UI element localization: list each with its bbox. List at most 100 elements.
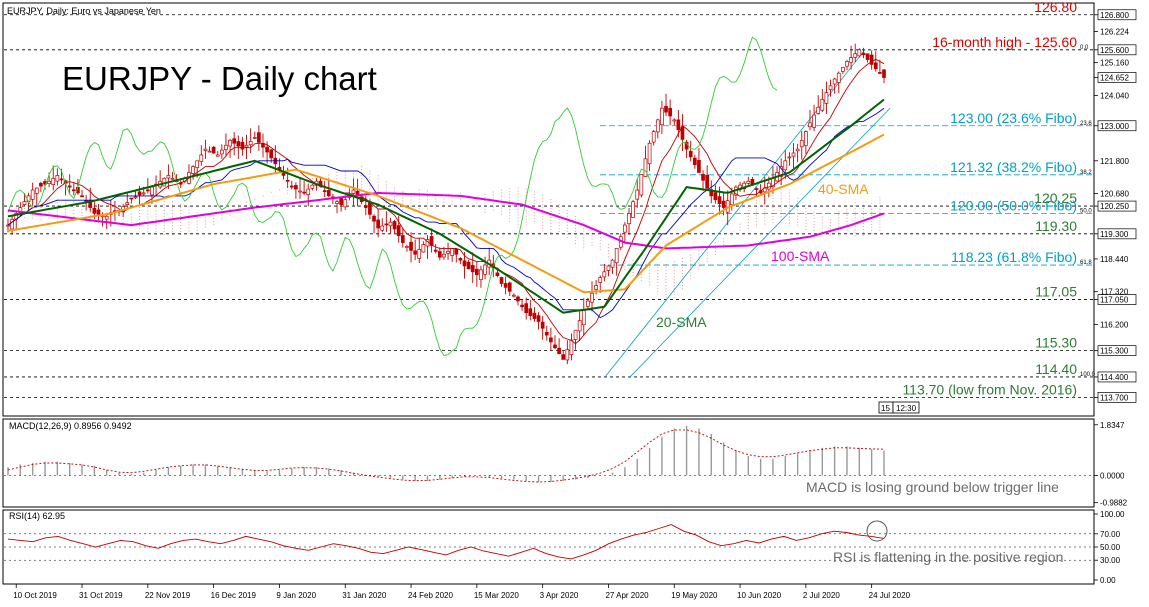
price-tag-box — [1097, 294, 1137, 305]
date-tick-label: 27 Apr 2020 — [605, 591, 649, 600]
candle-body — [433, 249, 438, 252]
candle-body — [729, 193, 734, 206]
candle-body — [55, 175, 60, 182]
candle-body — [499, 277, 504, 284]
price-tick-label: 117.050 — [1100, 296, 1129, 305]
candle-body — [302, 191, 306, 194]
date-tick-label: 10 Oct 2019 — [13, 591, 57, 600]
candle-body — [104, 215, 109, 220]
rsi-tick-label: 30.00 — [1100, 556, 1121, 565]
candle-body — [380, 225, 385, 231]
candle-body — [849, 57, 853, 63]
candle-body — [754, 188, 759, 190]
candle-body — [437, 251, 442, 258]
candle-body — [680, 126, 685, 140]
candle-body — [376, 219, 380, 229]
date-axis: 10 Oct 2019 31 Oct 2019 22 Nov 2019 16 Dec … — [13, 584, 911, 600]
price-tick-label: 116.200 — [1100, 320, 1129, 329]
price-tick-label: 119.300 — [1100, 230, 1129, 239]
candle-body — [322, 190, 327, 192]
candle-body — [269, 149, 274, 159]
fibo-tag: 23.6 — [1080, 121, 1092, 127]
macd-note: MACD is losing ground below trigger line — [806, 479, 1059, 495]
level-label: 113.70 (low from Nov. 2016) — [902, 381, 1077, 397]
candle-body — [479, 269, 483, 280]
candle-body — [528, 308, 533, 316]
candle-body — [783, 160, 788, 171]
candle-body — [614, 248, 619, 264]
level-label: 126.80 — [1034, 0, 1077, 15]
price-tick-label: 121.800 — [1100, 157, 1129, 166]
candle-body — [405, 246, 409, 248]
sma20-line — [7, 98, 885, 314]
candle-body — [635, 189, 640, 200]
rsi-line — [7, 524, 885, 560]
rsi-tick-label: 50.00 — [1100, 543, 1121, 552]
candle-body — [388, 221, 393, 227]
candle-body — [651, 131, 656, 143]
candle-body — [236, 141, 241, 147]
rsi-tick-label: 100.00 — [1100, 510, 1125, 519]
candle-body — [298, 190, 302, 193]
candle-body — [207, 150, 212, 153]
candle-body — [470, 265, 475, 273]
candle-body — [145, 189, 150, 192]
macd-header: MACD(12,26,9) 0.8956 0.9492 — [9, 421, 132, 431]
fibo-tag: 0.0 — [1080, 45, 1089, 51]
level-label: 117.05 — [1035, 284, 1077, 300]
date-tick-label: 31 Jan 2020 — [342, 591, 387, 600]
level-label: 120.00 (50.0% Fibo) — [950, 197, 1077, 213]
candle-body — [861, 52, 866, 56]
candle-body — [610, 259, 615, 268]
date-tick-label: 10 Jun 2020 — [737, 591, 782, 600]
price-tag-box — [1097, 392, 1137, 403]
candle-body — [232, 138, 237, 144]
candle-body — [791, 152, 796, 157]
candle-body — [30, 189, 35, 200]
rsi-tick-label: 70.00 — [1100, 530, 1121, 539]
candle-body — [857, 49, 862, 57]
level-label: 16-month high - 125.60 — [932, 34, 1077, 50]
sma20-label: 20-SMA — [656, 314, 707, 330]
candle-body — [721, 200, 726, 208]
level-label: 118.23 (61.8% Fibo) — [951, 249, 1077, 265]
macd-tick-label: 0.0000 — [1100, 471, 1125, 480]
candle-body — [787, 156, 792, 159]
date-tick-label: 22 Nov 2019 — [145, 591, 191, 600]
candle-body — [211, 146, 216, 154]
candle-body — [655, 119, 660, 133]
candle-body — [668, 107, 672, 117]
candle-body — [289, 185, 294, 188]
candle-body — [228, 140, 232, 147]
level-label: 123.00 (23.6% Fibo) — [950, 110, 1077, 126]
candle-body — [224, 144, 228, 151]
candle-body — [565, 349, 570, 361]
candle-body — [882, 69, 886, 78]
candle-body — [67, 185, 72, 188]
price-tick-label: 113.700 — [1100, 393, 1129, 402]
price-tick-label: 120.250 — [1100, 202, 1129, 211]
candle-body — [820, 99, 825, 111]
fibo-channel-line — [629, 107, 891, 378]
candle-body — [549, 337, 553, 343]
level-label: 115.30 — [1035, 335, 1077, 351]
candle-body — [536, 315, 541, 322]
sma100-line — [7, 191, 885, 250]
candle-body — [816, 106, 821, 114]
candle-body — [363, 205, 368, 208]
date-tick-label: 3 Apr 2020 — [540, 591, 579, 600]
fibo-tag: 50.0 — [1080, 208, 1092, 214]
candle-body — [577, 320, 582, 332]
price-tag-box — [1097, 120, 1137, 132]
candle-body — [713, 192, 718, 201]
candle-body — [639, 174, 644, 196]
candle-body — [746, 180, 751, 184]
candle-body — [766, 182, 771, 190]
candle-body — [326, 190, 331, 197]
candle-body — [92, 207, 97, 214]
candle-body — [421, 244, 426, 253]
candle-body — [836, 72, 841, 83]
macd-panel-frame — [2, 418, 1095, 508]
candle-body — [285, 179, 290, 182]
